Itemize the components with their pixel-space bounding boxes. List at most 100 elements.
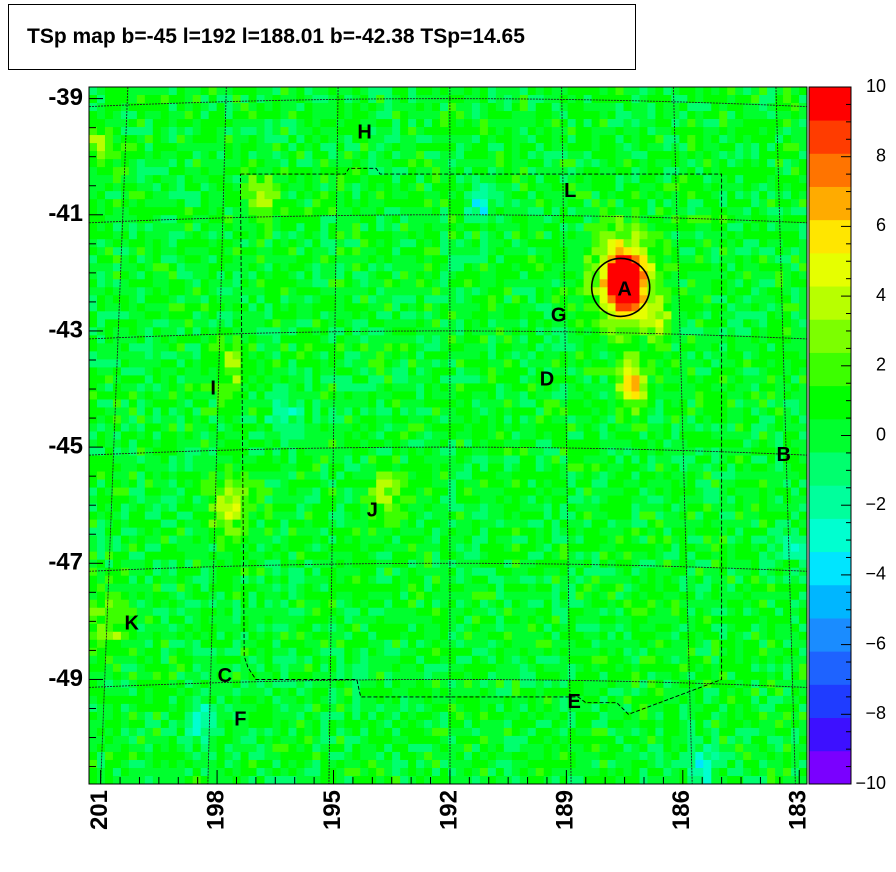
heatmap-cell bbox=[96, 175, 106, 184]
heatmap-cell bbox=[208, 199, 218, 208]
heatmap-cell bbox=[424, 119, 433, 128]
heatmap-cell bbox=[400, 183, 409, 192]
heatmap-cell bbox=[631, 351, 640, 360]
heatmap-cell bbox=[711, 463, 720, 472]
heatmap-cell bbox=[352, 503, 361, 513]
heatmap-cell bbox=[487, 191, 497, 200]
heatmap-cell bbox=[695, 279, 704, 288]
heatmap-cell bbox=[352, 247, 361, 256]
heatmap-cell bbox=[455, 407, 465, 416]
heatmap-cell bbox=[120, 391, 130, 400]
heatmap-cell bbox=[216, 175, 226, 184]
heatmap-cell bbox=[216, 471, 226, 480]
heatmap-cell bbox=[384, 231, 393, 240]
heatmap-cell bbox=[360, 367, 369, 376]
heatmap-cell bbox=[695, 231, 704, 240]
heatmap-cell bbox=[567, 471, 577, 480]
heatmap-cell bbox=[535, 471, 545, 480]
heatmap-cell bbox=[471, 503, 481, 513]
heatmap-cell bbox=[775, 303, 784, 312]
heatmap-cell bbox=[256, 287, 265, 296]
heatmap-cell bbox=[799, 407, 808, 416]
heatmap-cell bbox=[463, 351, 473, 360]
heatmap-cell bbox=[711, 207, 720, 216]
heatmap-cell bbox=[264, 303, 273, 312]
heatmap-cell bbox=[400, 135, 409, 144]
heatmap-cell bbox=[416, 503, 425, 513]
heatmap-cell bbox=[567, 191, 577, 200]
heatmap-cell bbox=[567, 119, 577, 128]
heatmap-cell bbox=[575, 495, 585, 504]
heatmap-cell bbox=[743, 319, 752, 328]
heatmap-cell bbox=[192, 215, 202, 224]
heatmap-cell bbox=[631, 367, 640, 376]
heatmap-cell bbox=[743, 295, 752, 304]
heatmap-cell bbox=[719, 351, 728, 360]
heatmap-cell bbox=[559, 383, 569, 392]
heatmap-cell bbox=[240, 495, 249, 504]
heatmap-cell bbox=[663, 455, 672, 464]
heatmap-cell bbox=[455, 239, 465, 248]
heatmap-cell bbox=[184, 319, 194, 328]
heatmap-cell bbox=[471, 151, 481, 160]
heatmap-cell bbox=[168, 399, 178, 408]
heatmap-cell bbox=[400, 311, 409, 320]
heatmap-cell bbox=[727, 255, 736, 264]
heatmap-cell bbox=[216, 431, 226, 440]
heatmap-cell bbox=[224, 143, 233, 152]
heatmap-cell bbox=[120, 463, 130, 472]
heatmap-cell bbox=[671, 303, 680, 312]
heatmap-cell bbox=[232, 375, 241, 384]
heatmap-cell bbox=[471, 271, 481, 280]
heatmap-cell bbox=[320, 103, 329, 112]
heatmap-cell bbox=[152, 279, 162, 288]
heatmap-cell bbox=[336, 399, 345, 408]
heatmap-cell bbox=[448, 471, 457, 480]
heatmap-cell bbox=[216, 263, 226, 272]
heatmap-cell bbox=[264, 471, 273, 480]
heatmap-cell bbox=[320, 239, 329, 248]
heatmap-cell bbox=[727, 199, 736, 208]
heatmap-cell bbox=[711, 319, 720, 328]
heatmap-cell bbox=[607, 103, 616, 112]
heatmap-cell bbox=[647, 199, 656, 208]
heatmap-cell bbox=[727, 135, 736, 144]
heatmap-cell bbox=[647, 503, 656, 513]
heatmap-cell bbox=[192, 127, 202, 136]
heatmap-cell bbox=[799, 319, 808, 328]
heatmap-cell bbox=[352, 423, 361, 432]
heatmap-cell bbox=[160, 167, 170, 176]
heatmap-cell bbox=[575, 367, 585, 376]
heatmap-cell bbox=[168, 375, 178, 384]
heatmap-cell bbox=[416, 263, 425, 272]
heatmap-cell bbox=[551, 519, 561, 529]
heatmap-cell bbox=[791, 487, 800, 496]
heatmap-cell bbox=[408, 87, 417, 96]
heatmap-cell bbox=[647, 215, 656, 224]
heatmap-cell bbox=[408, 503, 417, 513]
heatmap-cell bbox=[368, 519, 377, 529]
heatmap-cell bbox=[384, 287, 393, 296]
heatmap-cell bbox=[479, 335, 489, 344]
heatmap-cell bbox=[783, 383, 792, 392]
heatmap-cell bbox=[511, 495, 521, 504]
heatmap-cell bbox=[320, 271, 329, 280]
heatmap-cell bbox=[671, 351, 680, 360]
heatmap-cell bbox=[519, 191, 529, 200]
heatmap-cell bbox=[448, 351, 457, 360]
heatmap-cell bbox=[288, 519, 297, 529]
heatmap-cell bbox=[120, 359, 130, 368]
heatmap-cell bbox=[799, 511, 808, 521]
heatmap-cell bbox=[424, 271, 433, 280]
heatmap-cell bbox=[304, 399, 313, 408]
heatmap-cell bbox=[152, 167, 162, 176]
heatmap-cell bbox=[376, 383, 385, 392]
heatmap-cell bbox=[89, 279, 98, 288]
heatmap-cell bbox=[743, 159, 752, 168]
heatmap-cell bbox=[591, 319, 600, 328]
heatmap-cell bbox=[615, 231, 624, 240]
heatmap-cell bbox=[735, 463, 744, 472]
heatmap-cell bbox=[304, 423, 313, 432]
heatmap-cell bbox=[567, 519, 577, 529]
heatmap-cell bbox=[224, 255, 233, 264]
